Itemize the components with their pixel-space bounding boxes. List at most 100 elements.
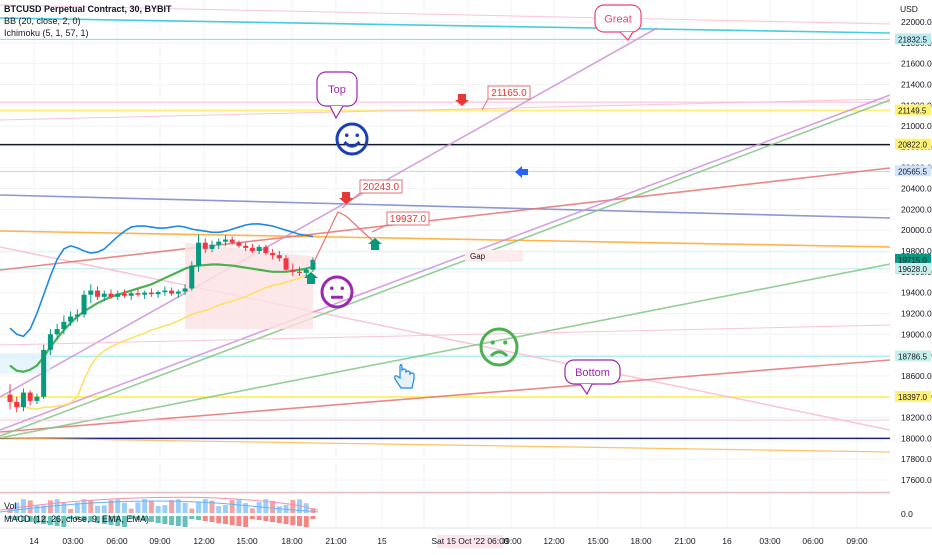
- candle-body: [148, 292, 154, 295]
- price-marker: [895, 33, 931, 45]
- macd-legend[interactable]: MACD (12, 26, close, 9, EMA, EMA): [4, 514, 150, 524]
- pointing-hand-icon: [394, 363, 415, 389]
- candle-body: [135, 293, 141, 295]
- time-tick: 06:00: [106, 536, 128, 546]
- volume-bar: [81, 499, 87, 513]
- down-arrow-icon: [455, 94, 469, 106]
- macd-bar: [61, 516, 67, 527]
- candle-body: [276, 255, 282, 259]
- macd-bar: [7, 516, 13, 519]
- time-tick: 09:00: [846, 536, 868, 546]
- macd-bar: [88, 516, 94, 522]
- volume-bar: [263, 499, 269, 513]
- price-20243-pointer: [341, 192, 361, 209]
- trend-line: [0, 263, 891, 439]
- bb-upper-line: [9, 223, 314, 338]
- candle-body: [128, 293, 134, 296]
- price-marker: [895, 262, 931, 274]
- volume-bar: [229, 500, 235, 513]
- symbol-title[interactable]: BTCUSD Perpetual Contract, 30, BYBIT: [4, 4, 172, 14]
- trend-line: [0, 94, 891, 431]
- candle-body: [162, 290, 168, 293]
- candle-body: [54, 329, 60, 335]
- price-tick: 22000.0: [901, 17, 932, 27]
- macd-bar: [283, 516, 289, 524]
- price-marker: [895, 138, 931, 150]
- time-axis: 14 03:00 06:00 09:00 12:00 15:00 18:00 21:00 15 0…: [0, 527, 932, 548]
- time-tick: 06:00: [802, 536, 824, 546]
- price-tick: 20000.0: [901, 225, 932, 235]
- grid: [0, 0, 890, 528]
- macd-bar: [20, 516, 26, 521]
- down-arrow-icon: [339, 192, 353, 204]
- price-tick: 19000.0: [901, 329, 932, 339]
- volume-legend[interactable]: Vol: [4, 501, 17, 511]
- macd-bar: [47, 516, 53, 525]
- price-tick: 21400.0: [901, 79, 932, 89]
- bb-legend[interactable]: BB (20, close, 2, 0): [4, 16, 81, 26]
- top-callout-label: Top: [328, 84, 346, 96]
- macd-bar: [81, 516, 87, 521]
- candle-body: [216, 241, 222, 245]
- macd-bar: [54, 516, 60, 526]
- macd-bar: [101, 516, 107, 524]
- price-tick: 18000.0: [901, 433, 932, 443]
- macd-bar: [209, 516, 215, 522]
- macd-bar: [34, 516, 40, 523]
- ichimoku-cloud: [185, 242, 313, 330]
- macd-bar: [27, 516, 33, 522]
- trend-line: [0, 167, 891, 271]
- macd-bar: [303, 516, 309, 527]
- happy-face-icon: [335, 122, 369, 156]
- volume-bar: [236, 499, 242, 513]
- candle-body: [189, 265, 195, 289]
- bottom-callout-bubble: [564, 359, 621, 385]
- price-marker: [895, 350, 931, 362]
- price-tick: 17600.0: [901, 475, 932, 485]
- time-tick: 21:00: [325, 536, 347, 546]
- candle-body: [47, 334, 53, 350]
- candle-body: [20, 392, 26, 408]
- candle-body: [61, 321, 67, 330]
- volume-bar: [34, 505, 40, 513]
- volume-bar: [88, 500, 94, 513]
- time-tick: 12:00: [543, 536, 565, 546]
- volume-bar: [310, 508, 316, 513]
- macd-bar: [74, 516, 80, 520]
- horizontal-levels: [0, 38, 890, 494]
- trend-line: [0, 98, 891, 121]
- candle-body: [101, 293, 107, 297]
- volume-bar: [243, 503, 249, 513]
- trend-line: [0, 359, 891, 433]
- price-19937-box: [386, 211, 430, 226]
- great-callout-tail: [619, 31, 634, 41]
- price-marker: [895, 391, 931, 403]
- time-tick: 16: [722, 536, 732, 546]
- macd-bar: [142, 516, 148, 521]
- volume-bar: [121, 502, 127, 513]
- volume-bar: [128, 508, 134, 513]
- candle-body: [14, 401, 20, 408]
- macd-bar: [196, 516, 202, 520]
- volume-bar: [142, 499, 148, 513]
- price-tick: 18200.0: [901, 413, 932, 423]
- candle-body: [270, 253, 276, 256]
- ichimoku-legend[interactable]: Ichimoku (5, 1, 57, 1): [4, 28, 89, 38]
- candle-body: [256, 246, 262, 251]
- volume-bar: [175, 499, 181, 513]
- time-tick: 15:00: [236, 536, 258, 546]
- price-marker-label: 20822.0: [898, 141, 927, 150]
- candle-body: [7, 394, 13, 402]
- candle-body: [209, 244, 215, 249]
- volume-bar: [68, 508, 74, 513]
- trend-line: [0, 4, 891, 25]
- macd-bar: [128, 516, 134, 519]
- trend-line: [0, 437, 891, 453]
- time-tick: 15: [377, 536, 387, 546]
- candle-body: [34, 396, 40, 401]
- price-marker-label: 21149.5: [898, 107, 927, 116]
- price-21165-box: [487, 85, 531, 100]
- volume-bar: [169, 500, 175, 513]
